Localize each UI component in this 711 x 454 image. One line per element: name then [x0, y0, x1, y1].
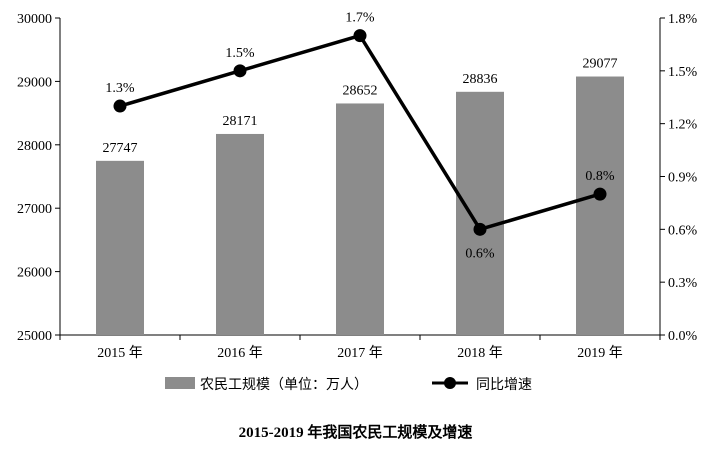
chart-title: 2015-2019 年我国农民工规模及增速 [239, 423, 473, 441]
x-tick-label: 2018 年 [457, 345, 503, 361]
bar-value-label: 28652 [343, 83, 378, 98]
bar-value-label: 29077 [583, 57, 618, 72]
line-value-label: 0.8% [585, 169, 615, 184]
y-right-tick-label: 1.5% [668, 65, 698, 80]
bar-value-label: 28171 [223, 114, 258, 129]
line-labels-group: 1.3% 1.5% 1.7% 0.6% 0.8% [105, 11, 615, 262]
x-tick-label: 2016 年 [217, 345, 263, 361]
legend: 农民工规模（单位：万人） 同比增速 [165, 377, 532, 393]
y-right-tick-label: 0.6% [668, 223, 698, 238]
y-left-tick-label: 30000 [17, 12, 52, 27]
bar [456, 91, 504, 335]
bars-group [96, 76, 624, 336]
line-value-label: 1.3% [105, 81, 135, 96]
line-point [113, 99, 127, 113]
bar-value-label: 28836 [463, 72, 498, 87]
bar-labels-group: 27747 28171 28652 28836 29077 [103, 57, 618, 156]
y-left-tick-label: 25000 [17, 329, 52, 344]
x-tick-label: 2019 年 [577, 345, 623, 361]
y-left-tick-label: 29000 [17, 75, 52, 90]
y-right-tick-label: 0.9% [668, 171, 698, 186]
x-tick-label: 2017 年 [337, 345, 383, 361]
line-point [593, 187, 607, 201]
line-group [113, 29, 607, 236]
legend-marker-line [444, 377, 456, 389]
y-right-tick-label: 0.0% [668, 329, 698, 344]
line-point [233, 64, 247, 78]
legend-label-line: 同比增速 [476, 377, 532, 393]
legend-swatch-bar [165, 377, 195, 389]
line-value-label: 1.7% [345, 11, 375, 26]
axes-group: 25000 26000 27000 28000 29000 30000 0.0% 0.3% 0.… [17, 12, 698, 361]
bar [336, 103, 384, 336]
line-point [473, 222, 487, 236]
y-left-tick-label: 27000 [17, 202, 52, 217]
y-left-tick-label: 28000 [17, 139, 52, 154]
bar [216, 133, 264, 335]
x-tick-label: 2015 年 [97, 345, 143, 361]
bar [96, 160, 144, 335]
bar-value-label: 27747 [103, 141, 138, 156]
y-left-tick-label: 26000 [17, 266, 52, 281]
bar [576, 76, 624, 336]
line-value-label: 0.6% [465, 246, 495, 261]
legend-label-bar: 农民工规模（单位：万人） [200, 377, 368, 393]
line-value-label: 1.5% [225, 46, 255, 61]
y-right-tick-label: 1.8% [668, 12, 698, 27]
line-point [353, 29, 367, 43]
y-right-tick-label: 1.2% [668, 118, 698, 133]
y-right-tick-label: 0.3% [668, 276, 698, 291]
